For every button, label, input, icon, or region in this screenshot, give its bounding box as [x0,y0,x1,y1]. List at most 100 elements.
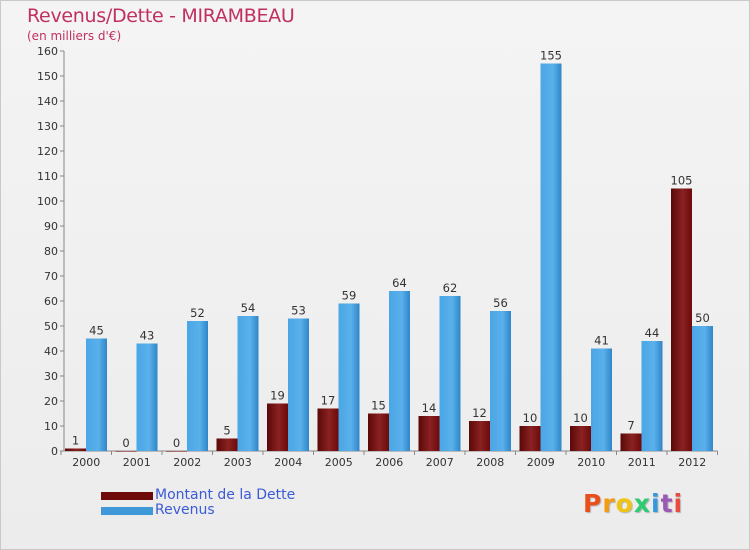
bar-dette-2006 [368,413,389,451]
bar-revenus-2006 [389,291,410,451]
x-tick-label: 2010 [577,456,605,469]
logo-letter: i [651,489,661,518]
x-tick-label: 2003 [224,456,252,469]
value-label-revenus-2001: 43 [140,329,155,343]
y-tick-label: 10 [44,420,58,433]
y-tick-label: 60 [44,295,58,308]
value-label-revenus-2006: 64 [392,276,407,290]
bar-dette-2005 [317,408,339,451]
legend-label-revenus: Revenus [155,502,215,518]
bar-dette-2012 [671,188,692,451]
value-label-revenus-2003: 54 [241,301,256,315]
y-tick-label: 50 [44,320,58,333]
value-label-dette-2009: 10 [523,411,538,425]
y-tick-label: 80 [44,245,58,258]
value-label-dette-2006: 15 [371,399,386,413]
value-label-dette-2003: 5 [223,424,230,438]
y-tick-label: 40 [44,345,58,358]
bar-revenus-2011 [641,341,663,451]
value-label-revenus-2004: 53 [291,304,306,318]
bar-dette-2002 [166,451,187,452]
y-tick-label: 70 [44,270,58,283]
value-label-revenus-2011: 44 [645,326,660,340]
value-label-revenus-2007: 62 [443,281,458,295]
bar-revenus-2008 [490,311,511,451]
logo-letter: t [660,489,674,518]
bar-revenus-2010 [591,348,612,451]
bar-revenus-2007 [439,296,461,451]
chart-subtitle: (en milliers d'€) [27,29,122,43]
value-label-dette-2001: 0 [122,436,129,450]
y-tick-label: 90 [44,220,58,233]
value-label-dette-2007: 14 [422,401,437,415]
legend-swatch-dette [101,491,153,500]
x-tick-label: 2008 [476,456,504,469]
logo-letter: o [615,489,634,518]
y-tick-label: 130 [37,120,58,133]
legend-item-dette: Montant de la Dette [101,487,296,503]
legend-label-dette: Montant de la Dette [155,487,296,503]
value-label-dette-2011: 7 [627,419,634,433]
bar-dette-2010 [570,426,591,451]
bar-revenus-2003 [237,316,259,451]
legend-swatch-revenus [101,506,153,515]
logo-letter: i [673,489,684,518]
bar-revenus-2000 [86,338,107,451]
legend-item-revenus: Revenus [101,502,295,518]
x-tick-label: 2000 [72,456,100,469]
bar-revenus-2001 [136,343,158,451]
y-tick-label: 100 [37,195,58,208]
x-tick-label: 2006 [375,456,403,469]
bar-dette-2004 [267,403,288,451]
y-tick-label: 120 [37,145,58,158]
legend: Montant de la Dette Revenus [101,487,296,518]
value-label-dette-2005: 17 [321,394,336,408]
bar-dette-2003 [216,438,238,451]
value-label-revenus-2010: 41 [594,334,609,348]
value-label-dette-2008: 12 [472,406,487,420]
bar-revenus-2002 [187,321,208,451]
bar-dette-2001 [115,451,137,452]
value-label-dette-2010: 10 [573,411,588,425]
bar-revenus-2005 [338,303,360,451]
bar-revenus-2009 [540,63,562,451]
x-tick-label: 2004 [274,456,302,469]
x-tick-label: 2002 [173,456,201,469]
value-label-revenus-2005: 59 [342,289,357,303]
y-tick-label: 110 [37,170,58,183]
chart-title: Revenus/Dette - MIRAMBEAU [27,5,295,27]
logo-letter: x [633,489,651,518]
value-label-dette-2000: 1 [72,434,79,448]
bar-dette-2009 [519,426,541,451]
y-tick-label: 150 [37,70,58,83]
value-label-dette-2004: 19 [270,389,285,403]
value-labels: 1 45 0 43 0 52 5 54 19 53 17 59 15 64 14 62 12 56 10 155 10 4… [72,49,710,451]
y-tick-label: 140 [37,95,58,108]
x-tick-label: 2011 [628,456,656,469]
bar-revenus-2012 [692,326,713,451]
logo-letter: P [583,489,603,518]
x-tick-label: 2009 [527,456,555,469]
bar-dette-2007 [418,416,440,451]
bar-revenus-2004 [288,318,309,451]
y-tick-label: 0 [51,445,58,458]
x-tick-label: 2001 [123,456,151,469]
y-tick-label: 160 [37,45,58,58]
y-tick-label: 20 [44,395,58,408]
value-label-revenus-2000: 45 [89,324,104,338]
x-tick-label: 2005 [325,456,353,469]
bar-dette-2008 [469,421,490,451]
value-label-revenus-2008: 56 [493,296,508,310]
value-label-revenus-2012: 50 [695,311,710,325]
x-tick-label: 2012 [678,456,706,469]
bars [65,63,713,452]
value-label-revenus-2002: 52 [190,306,205,320]
logo-letter: r [602,489,616,518]
y-tick-label: 30 [44,370,58,383]
bar-dette-2000 [65,448,86,451]
bar-dette-2011 [620,433,642,451]
value-label-dette-2002: 0 [173,436,180,450]
x-tick-label: 2007 [426,456,454,469]
